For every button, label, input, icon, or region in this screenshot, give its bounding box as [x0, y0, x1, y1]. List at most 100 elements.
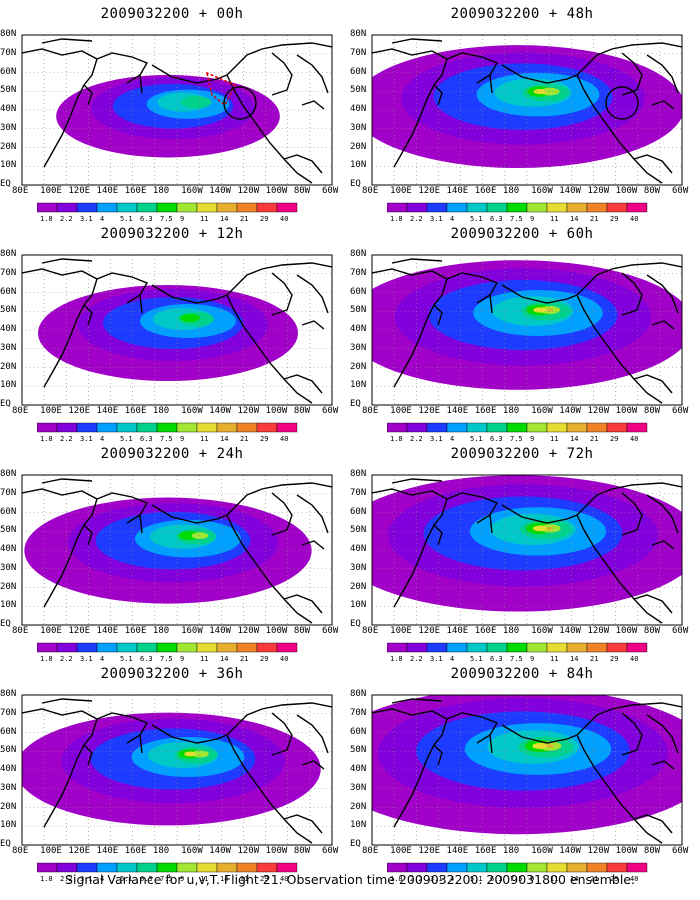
lon-tick-label: 180	[152, 846, 170, 856]
lon-tick-label: 160E	[124, 626, 147, 636]
colorbar-swatch	[626, 862, 648, 873]
coastline	[226, 74, 313, 184]
coastline	[489, 294, 493, 314]
figure-caption: Signal Variance for u,v,T. Flight 21. Ob…	[65, 872, 635, 887]
lon-tick-label: 80E	[12, 406, 29, 416]
coastline	[22, 268, 98, 388]
lon-tick-label: 60W	[672, 846, 689, 856]
lat-tick-label: 50N	[0, 305, 17, 316]
lat-tick-label: 20N	[0, 361, 17, 372]
coastline	[651, 540, 675, 550]
coastline	[433, 84, 443, 106]
panel-title: 2009032200 + 12h	[100, 226, 244, 242]
lon-tick-label: 120W	[587, 626, 610, 636]
colorbar-swatch	[486, 202, 508, 213]
colorbar-label: 40	[280, 215, 289, 223]
colorbar-swatch	[566, 862, 588, 873]
lat-tick-label: 60N	[350, 286, 367, 297]
lon-tick-label: 180	[502, 186, 520, 196]
colorbar-label: 5.1	[120, 875, 133, 883]
colorbar	[387, 642, 648, 653]
colorbar-label: 4	[450, 215, 455, 223]
colorbar-label: 1.8	[40, 435, 53, 443]
colorbar-swatch	[406, 202, 428, 213]
coastline	[646, 54, 679, 94]
coastline	[41, 38, 93, 44]
colorbar-label: 14	[220, 655, 229, 663]
coastline	[621, 712, 643, 756]
colorbar-swatch	[176, 422, 198, 433]
lat-tick-label: 70N	[0, 267, 17, 278]
colorbar-label: 11	[200, 435, 209, 443]
target-circle	[223, 86, 257, 120]
colorbar-label: 29	[610, 435, 619, 443]
colorbar-swatch	[566, 202, 588, 213]
colorbar-label: 2.2	[60, 215, 73, 223]
colorbar-label: 11	[550, 215, 559, 223]
coastline	[271, 272, 293, 316]
lon-tick-label: 100W	[615, 186, 638, 196]
colorbar-swatch	[586, 642, 608, 653]
coastline	[226, 702, 332, 736]
lat-tick-label: 50N	[0, 745, 17, 756]
lon-tick-label: 80W	[643, 846, 661, 856]
colorbar-swatch	[196, 202, 218, 213]
coastline	[651, 100, 675, 110]
lon-tick-label: 80E	[12, 626, 29, 636]
colorbar-label: 29	[610, 875, 619, 883]
colorbar-swatch	[586, 422, 608, 433]
target-circle	[605, 86, 639, 120]
coastline	[22, 48, 98, 168]
colorbar-label: 5.1	[120, 215, 133, 223]
coastline	[489, 74, 493, 94]
colorbar-swatch	[446, 202, 468, 213]
map-frame	[371, 474, 683, 626]
lon-tick-label: 80W	[293, 626, 311, 636]
lat-tick-label: 30N	[0, 122, 17, 133]
colorbar-label: 2.2	[410, 215, 423, 223]
lon-tick-label: 160W	[181, 846, 203, 856]
variance-map	[21, 694, 333, 846]
colorbar-swatch	[156, 422, 178, 433]
coastline	[83, 304, 93, 326]
colorbar-label: 29	[610, 215, 619, 223]
colorbar-label: 9	[180, 215, 185, 223]
colorbar-label: 40	[280, 655, 289, 663]
colorbar-label: 6.3	[490, 215, 503, 223]
colorbar-label: 7.5	[510, 215, 523, 223]
variance-map	[21, 34, 333, 186]
colorbar-swatch	[466, 642, 488, 653]
colorbar-label: 1.8	[40, 655, 53, 663]
lat-tick-label: 80N	[350, 29, 367, 39]
colorbar-label: 40	[630, 215, 639, 223]
coastline	[576, 74, 663, 184]
lon-tick-label: 120E	[68, 406, 91, 416]
map-panel: 2009032200 + 48h 80N 70N 60N 50N 40N 30N 20N 10N…	[350, 6, 692, 224]
coastline	[651, 760, 675, 770]
lon-tick-label: 80W	[293, 846, 311, 856]
colorbar-swatch	[136, 422, 158, 433]
lon-tick-label: 140W	[209, 186, 231, 196]
coastline	[301, 100, 325, 110]
coastline	[433, 304, 443, 326]
coastline	[96, 712, 149, 744]
colorbar-label: 29	[260, 435, 269, 443]
colorbar-swatch	[56, 642, 78, 653]
colorbar-swatch	[56, 202, 78, 213]
coastline	[372, 48, 448, 168]
coastline	[576, 514, 663, 624]
colorbar-label: 11	[200, 215, 209, 223]
lat-tick-label: 80N	[350, 469, 367, 479]
colorbar-swatch	[156, 862, 178, 873]
variance-map	[21, 474, 333, 626]
panel-title: 2009032200 + 48h	[450, 6, 594, 22]
lon-tick-label: 100W	[615, 406, 638, 416]
lat-tick-label: 10N	[0, 160, 17, 171]
lat-tick-label: EQ	[0, 399, 11, 409]
colorbar-swatch	[606, 642, 628, 653]
colorbar-label: 21	[590, 655, 599, 663]
colorbar-label: 11	[550, 655, 559, 663]
lon-tick-label: 120E	[418, 846, 441, 856]
variance-contour	[540, 87, 560, 96]
colorbar-swatch	[606, 202, 628, 213]
